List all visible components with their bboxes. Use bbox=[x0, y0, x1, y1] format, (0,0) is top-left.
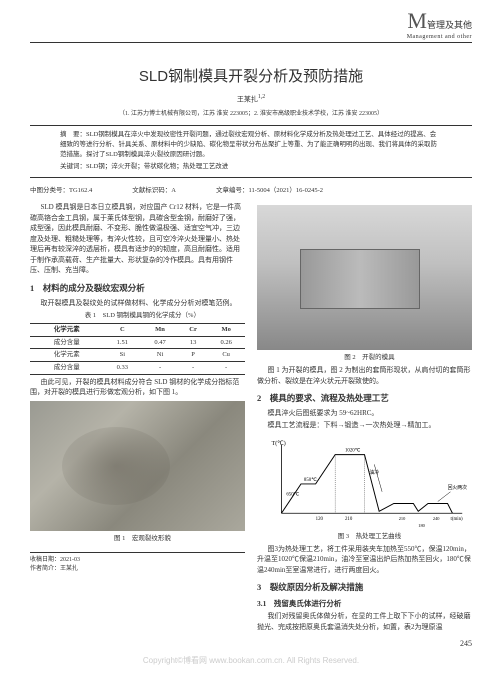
t-210: 210 bbox=[345, 517, 353, 522]
temp-1020: 1020℃ bbox=[345, 448, 361, 454]
ylabel: T(℃) bbox=[272, 440, 286, 447]
keywords-text: SLD钢；淬火开裂；带状碳化物；热处理工艺改进 bbox=[86, 163, 228, 170]
section1-heading: 1 材料的成分及裂纹宏观分析 bbox=[30, 282, 245, 295]
section2-heading: 2 模具的要求、流程及热处理工艺 bbox=[257, 392, 472, 405]
sec2-p3: 图3为热处理工艺，将工件采用装夹车加热至550℃，保温120min，升温至102… bbox=[257, 544, 472, 576]
section3-heading: 3 裂纹原因分析及解决措施 bbox=[257, 581, 472, 594]
classification-row: 中图分类号：TG162.4 文献标识码：A 文章编号：11-5004（2021）… bbox=[0, 184, 502, 194]
affiliation: （1. 江苏力博士机械有限公司，江苏 淮安 223005；2. 淮安市高级职业技… bbox=[0, 108, 502, 117]
abstract-label: 摘 要： bbox=[60, 131, 86, 138]
class-value: TG162.4 bbox=[69, 187, 92, 194]
doc-code-value: A bbox=[171, 187, 176, 194]
oil-cool: 油冷 bbox=[369, 469, 379, 476]
sec3-p1: 我们对残留奥氏体做分析，在显的工件上取下下小的试样，经破磨抛光、完成按把原奥氏套… bbox=[257, 611, 472, 632]
fig2-desc: 图 1 为开裂的模具，图 2 为制出的套筒形现状，从肩付切的套筒形做分析、裂纹是… bbox=[257, 365, 472, 386]
figure1-image bbox=[30, 401, 245, 531]
table-row: 化学元素 Si Ni P Cu bbox=[30, 349, 245, 362]
table-row: 成分含量 0.33 - - - bbox=[30, 362, 245, 375]
xlabel: t(min) bbox=[451, 517, 464, 522]
sec1-p2: 由此可见，开裂的模具材料成分符合 SLD 钢材的化学成分指标范围，对开裂的模具进… bbox=[30, 377, 245, 398]
t-180: 180 bbox=[418, 523, 425, 528]
sec2-p2: 模具工艺流程是：下料→锻造→一次热处理→精加工。 bbox=[257, 420, 472, 431]
fig1-caption: 图 1 宏观裂纹形貌 bbox=[30, 534, 245, 544]
table1: 化学元素 C Mn Cr Mo 成分含量 1.51 0.47 13 0.26 化… bbox=[30, 323, 245, 375]
category-badge: M管理及其他 Management and other bbox=[407, 8, 472, 40]
sec2-p1: 模具淬火后图纸要求为 59~62HRC。 bbox=[257, 408, 472, 419]
category-cn: 管理及其他 bbox=[427, 20, 472, 30]
bio-label: 作者简介： bbox=[30, 566, 60, 572]
category-en: Management and other bbox=[407, 34, 472, 40]
t-120: 120 bbox=[316, 517, 324, 522]
abstract-text: SLD钢制模具在淬火中发现纹密性开裂问题，通过裂纹宏观分析、原材料化学成分析及热… bbox=[60, 131, 437, 158]
table1-caption: 表 1 SLD 钢制模具钢的化学成分（%） bbox=[30, 311, 245, 321]
article-title: SLD钢制模具开裂分析及预防措施 bbox=[0, 65, 502, 86]
left-column: SLD 模具钢是日本日立模具钢，对应国产 Cr12 材料，它是一件高碳高铬合金工… bbox=[30, 202, 245, 634]
received-label: 收稿日期： bbox=[30, 557, 60, 563]
fig3-caption: 图 3 热处理工艺曲线 bbox=[257, 532, 472, 542]
table-row: 化学元素 C Mn Cr Mo bbox=[30, 323, 245, 336]
table-row: 成分含量 1.51 0.47 13 0.26 bbox=[30, 336, 245, 349]
article-id-label: 文章编号： bbox=[216, 187, 249, 194]
fig2-caption: 图 2 开裂的模具 bbox=[257, 353, 472, 363]
bio-text: 王某扎 bbox=[60, 566, 78, 572]
author-name: 王某扎 bbox=[237, 95, 258, 103]
temp-850: 850℃ bbox=[304, 477, 317, 483]
authors: 王某扎1,2 bbox=[0, 94, 502, 104]
sec1-p1: 取开裂模具及裂纹处的试样做材料、化学成分分析对模笔范例。 bbox=[30, 298, 245, 309]
copyright-footer: Copyright©博看网 www.bookan.com.cn. All Rig… bbox=[0, 655, 502, 666]
figure2-image bbox=[257, 205, 472, 350]
t-240: 240 bbox=[433, 516, 440, 521]
article-id-value: 11-5004（2021）16-0245-2 bbox=[249, 187, 324, 194]
keywords-label: 关键词： bbox=[60, 163, 86, 170]
author-sup: 1,2 bbox=[258, 94, 265, 100]
article-info: 收稿日期：2021-03 作者简介：王某扎 bbox=[30, 552, 245, 574]
page-number: 245 bbox=[460, 639, 472, 648]
doc-code-label: 文献标识码： bbox=[132, 187, 171, 194]
class-label: 中图分类号： bbox=[30, 187, 69, 194]
temper: 回火两次 bbox=[448, 484, 468, 491]
abstract-block: 摘 要：SLD钢制模具在淬火中发现纹密性开裂问题，通过裂纹宏观分析、原材料化学成… bbox=[30, 125, 472, 178]
right-column: 图 2 开裂的模具 图 1 为开裂的模具，图 2 为制出的套筒形现状，从肩付切的… bbox=[257, 202, 472, 634]
category-letter: M bbox=[407, 8, 427, 33]
temp-650: 650℃ bbox=[286, 491, 299, 497]
t-210b: 210 bbox=[399, 516, 406, 521]
section3-1-heading: 3.1 残留奥氏体进行分析 bbox=[257, 598, 472, 609]
received-date: 2021-03 bbox=[60, 557, 80, 563]
intro-paragraph: SLD 模具钢是日本日立模具钢，对应国产 Cr12 材料，它是一件高碳高铬合金工… bbox=[30, 202, 245, 276]
heat-treatment-chart: T(℃) 1020℃ 850℃ 650℃ 120 210 210 240 180… bbox=[257, 434, 472, 529]
